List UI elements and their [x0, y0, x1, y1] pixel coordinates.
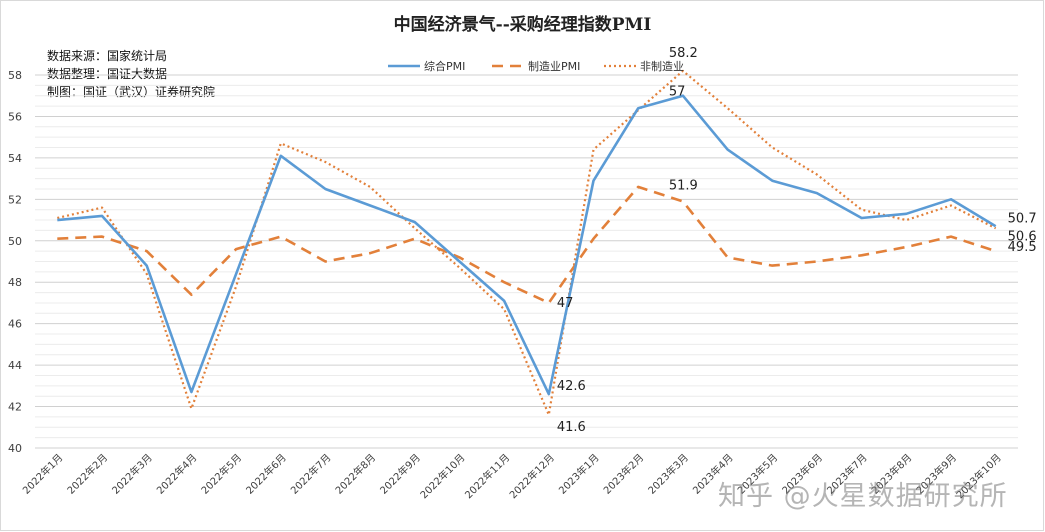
data-label: 49.5: [1008, 240, 1037, 255]
legend: 综合PMI 制造业PMI 非制造业: [388, 59, 684, 73]
series-line-0: [57, 94, 997, 396]
series-lines: [57, 69, 997, 416]
x-tick-label: 2022年8月: [332, 451, 378, 497]
y-tick-label: 52: [8, 193, 22, 206]
grid-lines: [35, 74, 1018, 449]
note-source: 数据来源：国家统计局: [47, 49, 168, 63]
data-labels: 47 42.6 41.6 58.2 57 51.9 50.7 50.649.5: [557, 46, 1037, 435]
data-label: 51.9: [669, 178, 698, 193]
x-tick-label: 2022年1月: [20, 451, 66, 497]
x-tick-label: 2022年10月: [417, 451, 467, 501]
x-tick-label: 2023年1月: [556, 451, 602, 497]
y-tick-label: 54: [8, 152, 22, 165]
x-tick-label: 2022年7月: [288, 451, 334, 497]
y-tick-label: 56: [8, 110, 22, 123]
y-tick-label: 50: [8, 235, 22, 248]
x-tick-label: 2023年2月: [600, 451, 646, 497]
x-tick-label: 2022年5月: [198, 451, 244, 497]
y-tick-label: 46: [8, 318, 22, 331]
data-label: 58.2: [669, 46, 698, 61]
data-label: 41.6: [557, 420, 586, 435]
series-line-2: [57, 69, 997, 416]
data-label: 42.6: [557, 379, 586, 394]
data-label: 57: [669, 85, 686, 100]
legend-label-0: 综合PMI: [424, 59, 465, 73]
y-tick-label: 44: [8, 359, 22, 372]
chart-title: 中国经济景气--采购经理指数PMI: [393, 15, 652, 35]
y-axis: 40 42 44 46 48 50 52 54 56 58: [8, 69, 22, 455]
x-tick-label: 2022年12月: [507, 451, 557, 501]
data-label: 47: [557, 296, 574, 311]
x-tick-label: 2022年2月: [64, 451, 110, 497]
data-label: 50.7: [1008, 211, 1037, 226]
x-tick-label: 2022年9月: [377, 451, 423, 497]
y-tick-label: 58: [8, 69, 22, 82]
y-tick-label: 42: [8, 401, 22, 414]
x-tick-label: 2022年11月: [462, 451, 512, 501]
data-label: 50.6: [1008, 229, 1037, 244]
legend-label-2: 非制造业: [640, 59, 684, 73]
x-tick-label: 2022年3月: [109, 451, 155, 497]
x-tick-label: 2022年6月: [243, 451, 289, 497]
legend-label-1: 制造业PMI: [528, 59, 580, 73]
x-tick-label: 2023年3月: [645, 451, 691, 497]
y-tick-label: 40: [8, 442, 22, 455]
y-tick-label: 48: [8, 276, 22, 289]
x-tick-label: 2022年4月: [154, 451, 200, 497]
watermark: 知乎 @火星数据研究所: [718, 481, 1008, 512]
note-compiler: 数据整理：国证大数据: [47, 67, 168, 81]
series-line-1: [57, 185, 997, 305]
